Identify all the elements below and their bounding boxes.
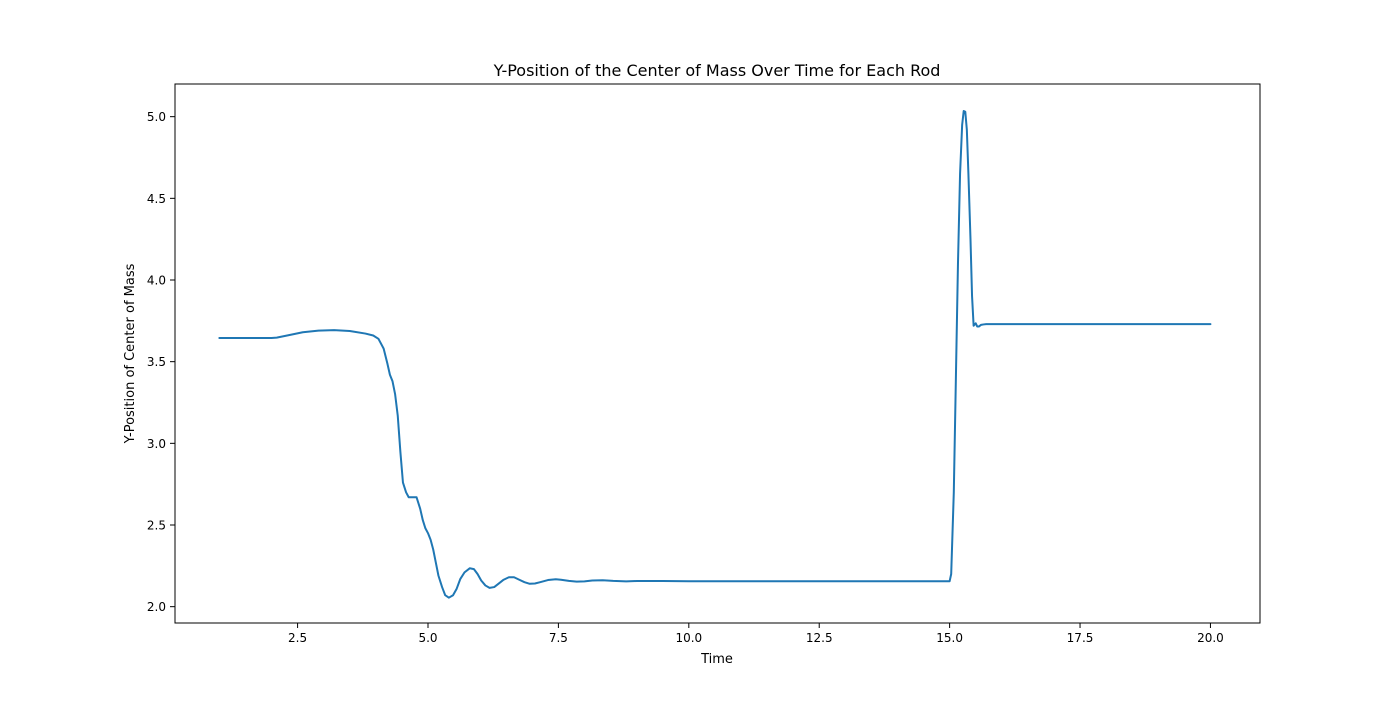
x-tick-label: 12.5 — [806, 631, 833, 645]
chart-title: Y-Position of the Center of Mass Over Ti… — [493, 61, 941, 80]
x-tick-label: 10.0 — [675, 631, 702, 645]
y-tick-label: 3.0 — [147, 437, 166, 451]
x-tick-label: 7.5 — [549, 631, 568, 645]
y-tick-label: 2.5 — [147, 519, 166, 533]
y-axis-ticks: 2.0 2.5 3.0 3.5 4.0 4.5 5.0 — [147, 110, 175, 614]
x-tick-label: 17.5 — [1067, 631, 1094, 645]
x-tick-label: 2.5 — [288, 631, 307, 645]
plot-frame — [174, 83, 1261, 624]
y-axis-label: Y-Position of Center of Mass — [123, 263, 138, 444]
x-axis-ticks: 2.5 5.0 7.5 10.0 12.5 15.0 17.5 20.0 — [288, 623, 1224, 645]
y-tick-label: 3.5 — [147, 355, 166, 369]
x-tick-label: 5.0 — [418, 631, 437, 645]
series-line — [218, 109, 1212, 599]
x-tick-label: 20.0 — [1197, 631, 1224, 645]
y-tick-label: 4.0 — [147, 274, 166, 288]
x-tick-label: 15.0 — [936, 631, 963, 645]
x-axis-label: Time — [700, 652, 733, 667]
y-tick-label: 2.0 — [147, 600, 166, 614]
y-tick-label: 5.0 — [147, 110, 166, 124]
y-tick-label: 4.5 — [147, 192, 166, 206]
